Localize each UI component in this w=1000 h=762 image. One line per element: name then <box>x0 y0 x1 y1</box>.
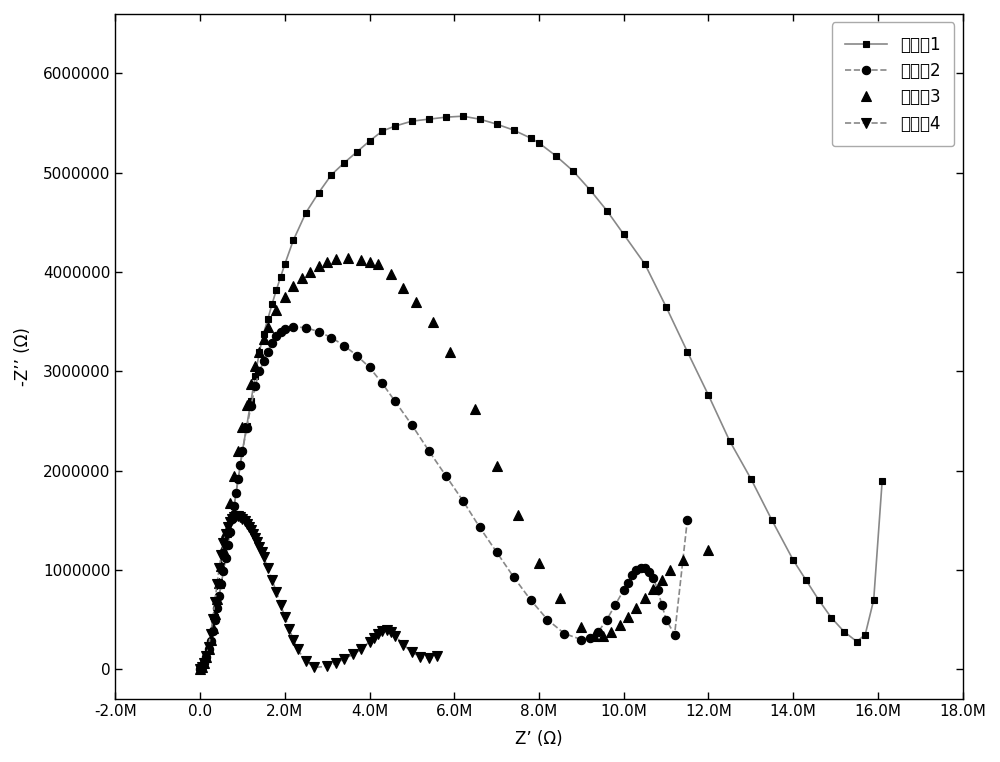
实施例3 <box>614 620 626 629</box>
实施例2 <box>681 516 693 525</box>
实施例4 <box>414 653 426 662</box>
实施例2 <box>287 322 299 331</box>
实施例2 <box>389 397 401 406</box>
实施例2 <box>643 568 655 577</box>
Line: 实施例1: 实施例1 <box>197 113 886 673</box>
实施例3 <box>224 498 236 507</box>
实施例3 <box>444 347 456 356</box>
实施例1 <box>745 474 757 483</box>
实施例1 <box>241 421 253 431</box>
实施例4 <box>194 664 206 674</box>
实施例2 <box>406 421 418 430</box>
实施例4 <box>224 518 236 527</box>
实施例4 <box>338 655 350 664</box>
X-axis label: Z’ (Ω): Z’ (Ω) <box>515 730 563 748</box>
实施例1 <box>376 126 388 136</box>
实施例4 <box>431 652 443 661</box>
实施例1 <box>228 502 240 511</box>
实施例3 <box>533 559 545 568</box>
实施例2 <box>194 664 206 674</box>
实施例4 <box>300 657 312 666</box>
实施例1 <box>194 664 206 674</box>
实施例3 <box>702 546 714 555</box>
实施例2 <box>270 331 282 340</box>
Legend: 实施例1, 实施例2, 实施例3, 实施例4: 实施例1, 实施例2, 实施例3, 实施例4 <box>832 22 954 146</box>
Line: 实施例2: 实施例2 <box>196 322 691 674</box>
实施例3 <box>194 664 206 674</box>
实施例4 <box>222 523 234 532</box>
实施例2 <box>226 515 238 524</box>
实施例1 <box>457 111 469 120</box>
实施例2 <box>228 502 240 511</box>
Y-axis label: -Z’’ (Ω): -Z’’ (Ω) <box>14 327 32 386</box>
实施例3 <box>228 471 240 480</box>
实施例4 <box>376 626 388 636</box>
Line: 实施例4: 实施例4 <box>195 511 442 674</box>
实施例1 <box>213 591 225 600</box>
实施例3 <box>342 254 354 263</box>
Line: 实施例3: 实施例3 <box>195 253 713 674</box>
实施例1 <box>876 476 888 485</box>
实施例1 <box>766 516 778 525</box>
实施例3 <box>664 565 676 575</box>
实施例4 <box>230 512 242 521</box>
